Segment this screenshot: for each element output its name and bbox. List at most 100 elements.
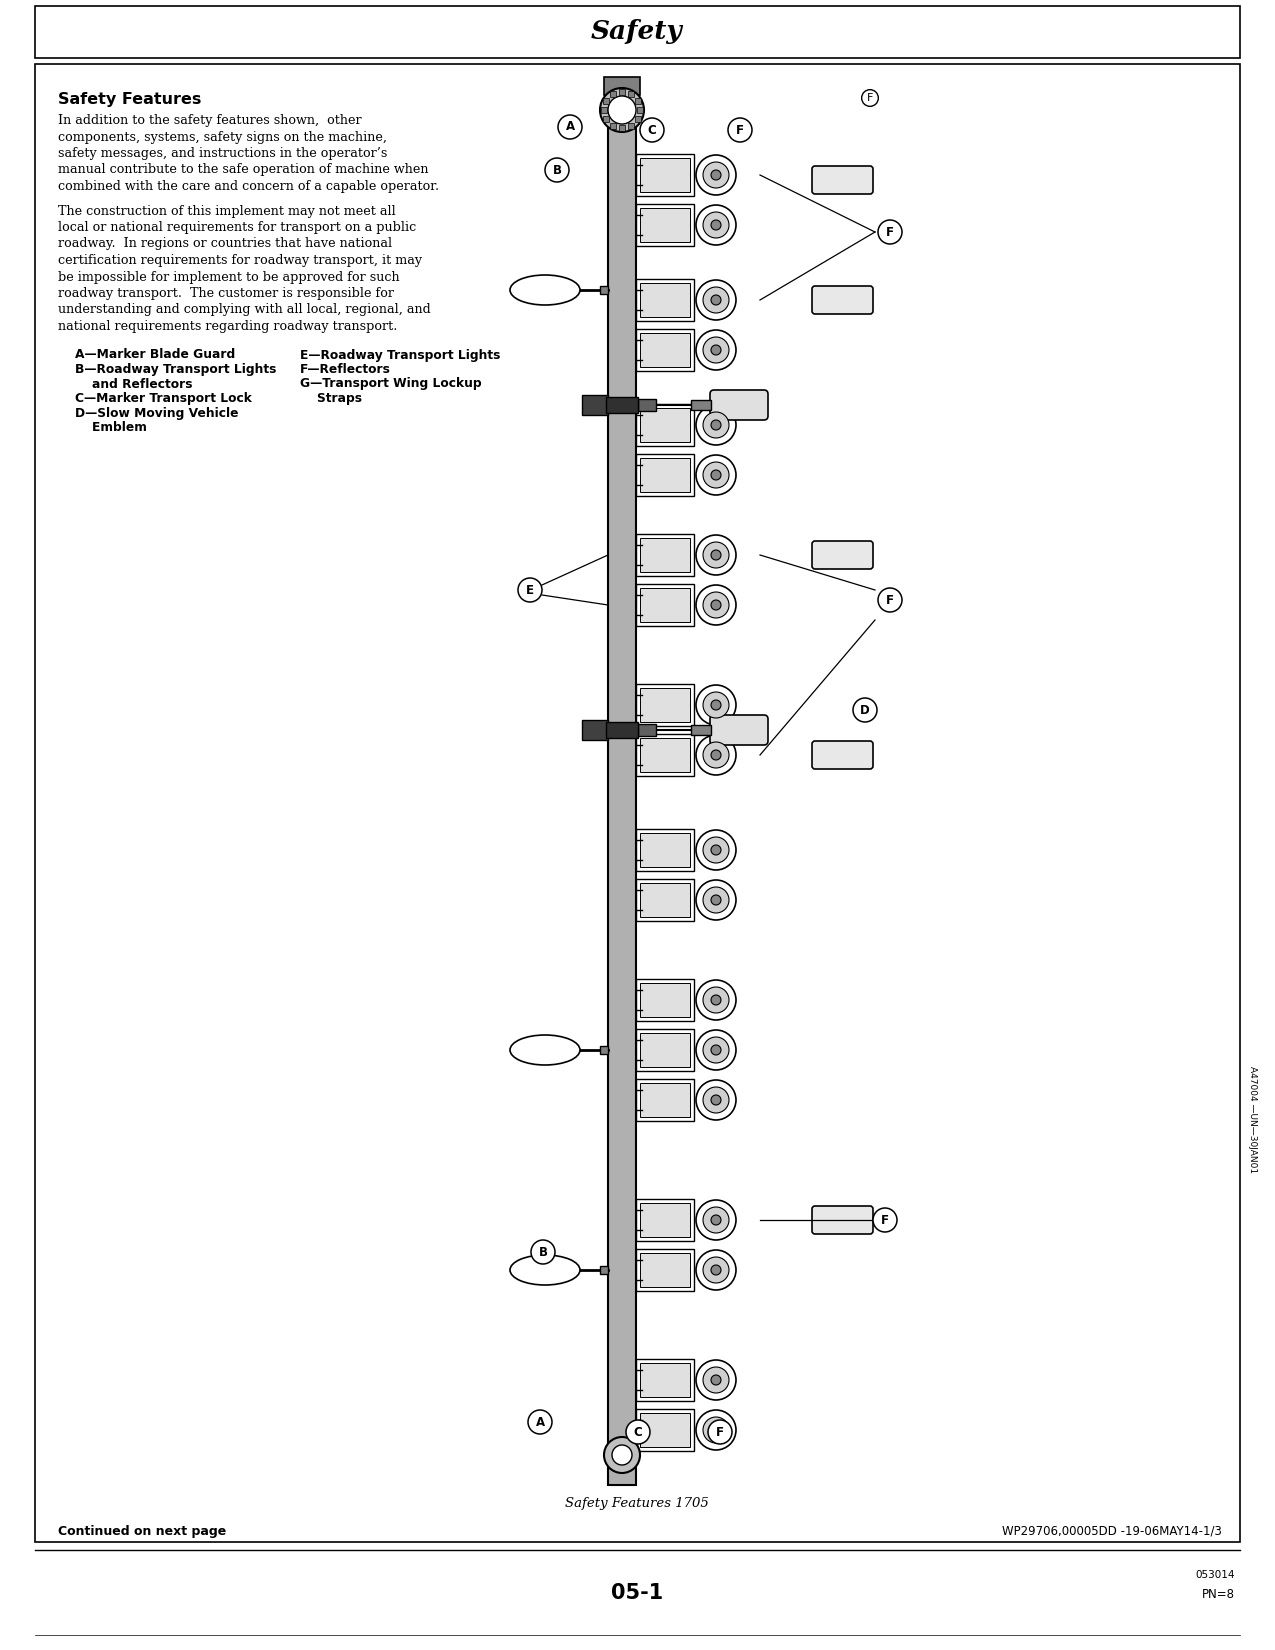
Circle shape (703, 592, 729, 619)
Text: PN=8: PN=8 (1202, 1587, 1235, 1600)
Circle shape (703, 412, 729, 437)
Circle shape (696, 330, 736, 370)
Text: local or national requirements for transport on a public: local or national requirements for trans… (57, 221, 416, 234)
Bar (640, 833, 690, 866)
FancyBboxPatch shape (812, 285, 873, 314)
Bar (618, 89, 625, 96)
Circle shape (711, 421, 720, 431)
Text: Straps: Straps (300, 393, 362, 404)
Text: roadway transport.  The customer is responsible for: roadway transport. The customer is respo… (57, 287, 394, 300)
Bar (640, 1412, 690, 1447)
Bar (581, 719, 608, 739)
Bar (635, 116, 640, 122)
Circle shape (711, 700, 720, 710)
FancyBboxPatch shape (636, 828, 694, 871)
Circle shape (711, 170, 720, 180)
Text: The construction of this implement may not meet all: The construction of this implement may n… (57, 205, 395, 218)
Circle shape (873, 1208, 898, 1233)
Bar (640, 883, 690, 917)
Circle shape (711, 1426, 720, 1436)
Text: D—Slow Moving Vehicle: D—Slow Moving Vehicle (75, 406, 238, 419)
Circle shape (703, 1366, 729, 1393)
Bar (640, 1363, 690, 1398)
FancyBboxPatch shape (636, 1249, 694, 1290)
Text: F: F (881, 1213, 889, 1226)
Text: E: E (527, 584, 534, 597)
Circle shape (626, 1421, 650, 1444)
Text: and Reflectors: and Reflectors (75, 378, 193, 391)
Text: national requirements regarding roadway transport.: national requirements regarding roadway … (57, 320, 398, 333)
Bar (640, 333, 690, 366)
Circle shape (608, 96, 636, 124)
Bar (638, 724, 657, 736)
Circle shape (696, 1251, 736, 1290)
FancyBboxPatch shape (710, 389, 768, 421)
Text: A: A (565, 120, 575, 134)
Circle shape (696, 1360, 736, 1399)
Bar (640, 158, 690, 191)
Circle shape (711, 1214, 720, 1224)
Text: E—Roadway Transport Lights: E—Roadway Transport Lights (300, 348, 500, 361)
Ellipse shape (510, 1256, 580, 1285)
Circle shape (711, 845, 720, 855)
Text: D: D (861, 703, 870, 716)
Circle shape (696, 455, 736, 495)
Circle shape (703, 337, 729, 363)
Circle shape (711, 995, 720, 1005)
Circle shape (640, 119, 664, 142)
Bar (34, 64, 1241, 1543)
Bar (691, 399, 711, 409)
Bar (638, 399, 657, 411)
Circle shape (530, 1241, 555, 1264)
FancyBboxPatch shape (636, 879, 694, 921)
Circle shape (696, 535, 736, 574)
Text: WP29706,00005DD -19-06MAY14-1/3: WP29706,00005DD -19-06MAY14-1/3 (1002, 1525, 1221, 1538)
Circle shape (696, 1200, 736, 1241)
FancyBboxPatch shape (812, 167, 873, 195)
FancyBboxPatch shape (812, 741, 873, 769)
Text: understanding and complying with all local, regional, and: understanding and complying with all loc… (57, 304, 431, 317)
Bar (640, 1252, 690, 1287)
Circle shape (703, 1036, 729, 1063)
Circle shape (703, 541, 729, 568)
Text: manual contribute to the safe operation of machine when: manual contribute to the safe operation … (57, 163, 428, 177)
Text: Continued on next page: Continued on next page (57, 1525, 226, 1538)
Text: F—Reflectors: F—Reflectors (300, 363, 391, 376)
Bar (601, 1046, 608, 1054)
Bar (640, 208, 690, 243)
Text: G—Transport Wing Lockup: G—Transport Wing Lockup (300, 378, 482, 391)
Text: C: C (634, 1426, 643, 1439)
Circle shape (878, 587, 901, 612)
Circle shape (728, 119, 752, 142)
FancyBboxPatch shape (636, 1360, 694, 1401)
Text: A47004 —UN—30JAN01: A47004 —UN—30JAN01 (1247, 1066, 1256, 1173)
Ellipse shape (510, 1035, 580, 1064)
Circle shape (696, 1030, 736, 1069)
Bar (603, 116, 609, 122)
Text: F: F (717, 1426, 724, 1439)
Bar (635, 97, 640, 104)
Bar (34, 7, 1241, 58)
Circle shape (703, 742, 729, 767)
Circle shape (878, 219, 901, 244)
Bar (640, 1033, 690, 1068)
FancyBboxPatch shape (636, 978, 694, 1021)
Bar (606, 398, 638, 412)
Text: C—Marker Transport Lock: C—Marker Transport Lock (75, 393, 252, 404)
Circle shape (711, 1374, 720, 1384)
FancyBboxPatch shape (636, 454, 694, 497)
FancyBboxPatch shape (636, 1200, 694, 1241)
FancyBboxPatch shape (636, 734, 694, 776)
Bar (640, 688, 690, 723)
Circle shape (696, 280, 736, 320)
Circle shape (703, 211, 729, 238)
Text: B: B (552, 163, 561, 177)
Circle shape (604, 1437, 640, 1473)
Text: safety messages, and instructions in the operator’s: safety messages, and instructions in the… (57, 147, 388, 160)
Circle shape (711, 549, 720, 559)
Bar (640, 587, 690, 622)
Circle shape (601, 87, 644, 132)
Circle shape (703, 837, 729, 863)
Bar (640, 738, 690, 772)
Text: C: C (648, 124, 657, 137)
